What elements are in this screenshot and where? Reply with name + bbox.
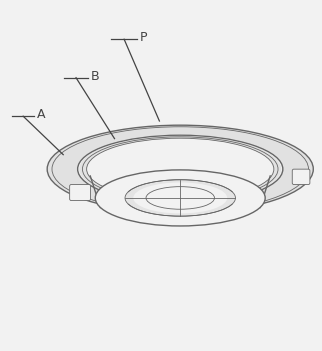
Ellipse shape [79, 136, 281, 203]
Ellipse shape [48, 125, 313, 213]
FancyBboxPatch shape [292, 169, 310, 185]
FancyBboxPatch shape [70, 185, 90, 200]
Ellipse shape [78, 135, 282, 203]
Text: B: B [90, 69, 99, 82]
Text: A: A [37, 108, 45, 121]
Text: P: P [140, 31, 148, 44]
Ellipse shape [79, 136, 281, 203]
Ellipse shape [133, 183, 227, 213]
Ellipse shape [125, 180, 235, 216]
Ellipse shape [48, 125, 313, 213]
Ellipse shape [95, 170, 265, 226]
Ellipse shape [87, 138, 273, 200]
Ellipse shape [78, 135, 283, 203]
